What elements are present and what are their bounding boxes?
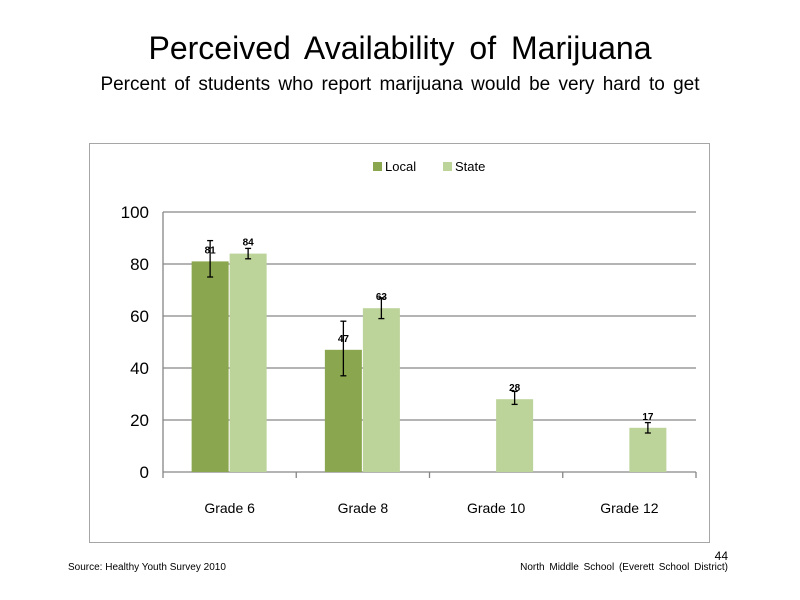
bar-state [496, 399, 534, 472]
data-label: 28 [509, 383, 521, 394]
bar-state [629, 427, 667, 472]
slide-title: Perceived Availability of Marijuana [148, 30, 652, 66]
y-tick-label: 40 [130, 359, 149, 378]
x-tick-label: Grade 8 [338, 500, 389, 516]
x-tick-label: Grade 10 [467, 500, 526, 516]
data-label: 81 [205, 245, 217, 256]
data-label: 84 [243, 238, 255, 249]
y-tick-label: 60 [130, 307, 149, 326]
y-tick-label: 80 [130, 255, 149, 274]
data-label: 63 [376, 292, 388, 303]
bar-chart: 0 20 40 60 80 100 81 84 Grade 6 47 63 Grade 8 28 Grad… [121, 159, 697, 516]
slide-subtitle: Percent of students who report marijuana… [100, 74, 700, 95]
bar-local [191, 261, 229, 472]
bar-state [362, 308, 400, 472]
page-number: 44 [714, 549, 728, 563]
legend-swatch-state [443, 162, 452, 171]
x-tick-label: Grade 12 [600, 500, 659, 516]
data-label: 17 [642, 412, 654, 423]
data-label: 47 [338, 334, 350, 345]
legend-label-state: State [455, 159, 485, 174]
legend-label-local: Local [385, 159, 416, 174]
source-note: Source: Healthy Youth Survey 2010 [68, 562, 226, 573]
bar-state [229, 253, 267, 472]
school-note: North Middle School (Everett School Dist… [520, 562, 728, 573]
chart-frame: 0 20 40 60 80 100 81 84 Grade 6 47 63 Grade 8 28 Grad… [89, 143, 710, 543]
x-tick-label: Grade 6 [204, 500, 255, 516]
legend-swatch-local [373, 162, 382, 171]
y-tick-label: 20 [130, 411, 149, 430]
y-tick-label: 0 [140, 463, 149, 482]
y-tick-label: 100 [121, 203, 149, 222]
